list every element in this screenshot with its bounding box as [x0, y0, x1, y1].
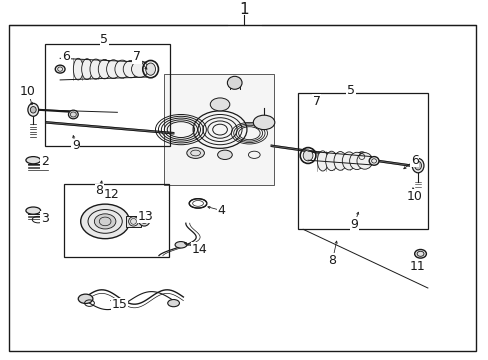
Text: 6: 6 — [410, 154, 418, 167]
Ellipse shape — [131, 61, 148, 77]
Ellipse shape — [333, 152, 346, 170]
Ellipse shape — [145, 63, 155, 75]
Ellipse shape — [317, 151, 327, 171]
Text: 7: 7 — [312, 95, 320, 108]
Text: 13: 13 — [138, 210, 153, 222]
Text: 6: 6 — [62, 50, 70, 63]
Ellipse shape — [123, 60, 139, 78]
Text: 9: 9 — [350, 218, 358, 231]
Text: 15: 15 — [112, 298, 127, 311]
Ellipse shape — [210, 98, 229, 111]
Bar — [126, 216, 141, 227]
Text: 11: 11 — [408, 260, 424, 273]
Ellipse shape — [138, 213, 150, 226]
Text: 2: 2 — [41, 156, 49, 168]
Ellipse shape — [106, 60, 120, 78]
Text: 4: 4 — [217, 204, 225, 217]
Ellipse shape — [186, 148, 204, 158]
Text: 8: 8 — [328, 254, 336, 267]
Ellipse shape — [55, 65, 65, 73]
Ellipse shape — [356, 153, 372, 169]
Ellipse shape — [167, 300, 179, 307]
Text: 1: 1 — [239, 2, 249, 17]
Ellipse shape — [342, 152, 355, 170]
Ellipse shape — [26, 157, 41, 164]
Text: 7: 7 — [133, 50, 141, 63]
Text: 14: 14 — [191, 243, 207, 256]
Ellipse shape — [175, 242, 186, 248]
Bar — [298, 93, 427, 229]
Text: 9: 9 — [72, 139, 80, 152]
Ellipse shape — [98, 59, 111, 79]
Ellipse shape — [227, 76, 242, 89]
Ellipse shape — [217, 150, 232, 159]
Ellipse shape — [90, 59, 102, 79]
Text: 10: 10 — [406, 190, 422, 203]
Text: 5: 5 — [346, 84, 354, 97]
Ellipse shape — [78, 294, 93, 303]
Ellipse shape — [414, 161, 421, 170]
Ellipse shape — [81, 204, 129, 239]
Ellipse shape — [68, 110, 78, 119]
Ellipse shape — [411, 158, 423, 173]
Ellipse shape — [30, 107, 36, 113]
Text: 10: 10 — [20, 85, 36, 98]
Ellipse shape — [253, 115, 274, 130]
Ellipse shape — [73, 58, 83, 80]
Ellipse shape — [414, 249, 426, 258]
Ellipse shape — [356, 152, 366, 161]
Ellipse shape — [303, 150, 312, 161]
Text: 3: 3 — [41, 212, 49, 225]
Text: 5: 5 — [100, 33, 108, 46]
Ellipse shape — [81, 59, 92, 80]
Ellipse shape — [349, 152, 364, 170]
Ellipse shape — [26, 207, 41, 214]
Ellipse shape — [28, 103, 39, 116]
Text: 8: 8 — [95, 184, 103, 197]
Ellipse shape — [94, 214, 116, 229]
Bar — [63, 184, 168, 257]
Bar — [45, 44, 170, 146]
Ellipse shape — [115, 60, 129, 78]
Ellipse shape — [368, 157, 378, 165]
Bar — [163, 74, 273, 185]
Text: 12: 12 — [103, 188, 119, 201]
Ellipse shape — [325, 151, 337, 171]
